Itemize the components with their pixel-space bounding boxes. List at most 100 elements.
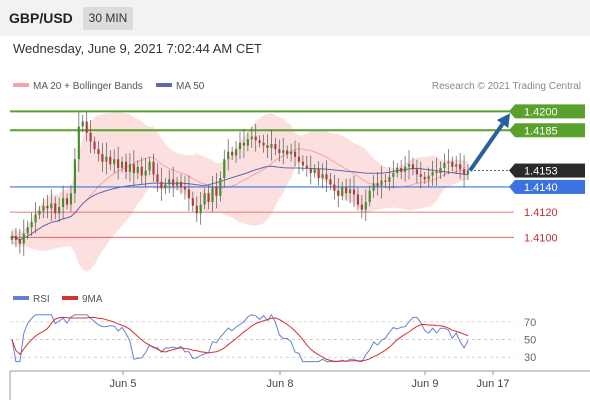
candle-body — [65, 198, 69, 205]
candle — [400, 159, 403, 180]
candle-body — [89, 132, 92, 142]
candle — [26, 220, 29, 240]
candle — [290, 143, 293, 162]
candle — [156, 163, 159, 192]
candle-body — [266, 145, 269, 148]
candle-body — [50, 203, 53, 209]
candle — [282, 137, 285, 165]
candle-body — [293, 151, 297, 157]
level-tag-1.4200 — [515, 104, 585, 119]
candle — [254, 123, 257, 152]
rsi-legend-label: RSI — [33, 294, 50, 305]
candle — [352, 175, 356, 208]
candle — [195, 196, 198, 222]
bollinger-fill — [12, 112, 468, 272]
ma50-line — [11, 165, 469, 241]
candle-body — [191, 198, 194, 206]
rsi-level-label: 70 — [524, 317, 536, 329]
candle-body — [124, 161, 128, 172]
candle — [266, 134, 269, 158]
candle-body — [396, 168, 399, 174]
candle-body — [258, 140, 261, 143]
candle-body — [179, 181, 183, 187]
candle — [215, 172, 218, 209]
credit-text: Research © 2021 Trading Central — [432, 81, 581, 92]
candle-body — [321, 174, 324, 179]
candle — [191, 191, 194, 212]
rsi-level-label: 30 — [524, 352, 536, 364]
candle — [356, 187, 360, 211]
level-tag-arrow — [509, 163, 515, 178]
candle-body — [282, 150, 285, 153]
timeframe-button[interactable]: 30 MIN — [83, 7, 133, 30]
candle — [368, 185, 371, 207]
rsi-ma-legend-label: 9MA — [82, 294, 103, 305]
candle — [81, 114, 84, 133]
candle-body — [352, 189, 356, 195]
candle-body — [313, 169, 316, 174]
candle — [203, 188, 206, 210]
candle-body — [451, 161, 454, 167]
candle-body — [223, 159, 226, 179]
candle-body — [164, 184, 167, 189]
level-tag-1.4140 — [515, 179, 585, 194]
candle — [172, 166, 175, 197]
candle-body — [274, 144, 277, 150]
moving-averages — [11, 148, 469, 241]
candle-body — [388, 176, 391, 182]
candle-body — [356, 194, 360, 205]
candle — [73, 148, 76, 204]
rsi-line — [11, 313, 469, 363]
candle-body — [54, 203, 57, 214]
candle — [443, 153, 446, 177]
candle — [250, 126, 253, 148]
candle-body — [73, 159, 76, 194]
price-labels: 1.4200 1.4185 1.4153 1.4140 1.4120 1.4100 — [509, 104, 585, 244]
candle — [360, 194, 363, 219]
candle — [179, 173, 183, 195]
candle-body — [62, 198, 65, 208]
candle-body — [325, 174, 328, 180]
candle — [187, 175, 190, 211]
candle — [234, 141, 238, 163]
candle-body — [297, 156, 301, 162]
rsi-legend-swatch — [13, 296, 29, 300]
candle-body — [250, 136, 253, 140]
candle — [372, 175, 375, 198]
candle — [238, 131, 242, 160]
candle — [128, 153, 132, 182]
candle — [459, 153, 462, 180]
candle-body — [337, 190, 340, 196]
candle — [419, 161, 422, 189]
candle-body — [380, 180, 383, 186]
candle-body — [423, 176, 426, 180]
candle-body — [407, 164, 411, 167]
candle — [348, 178, 352, 204]
candle — [435, 157, 438, 186]
candle — [46, 194, 49, 219]
candle — [97, 141, 100, 162]
candle — [407, 150, 411, 180]
candle-body — [69, 193, 73, 205]
candle — [274, 137, 277, 156]
level-label-1.4140: 1.4140 — [524, 182, 558, 194]
candle — [109, 150, 112, 171]
candle — [207, 185, 210, 210]
level-tag-1.4185 — [515, 123, 585, 138]
candle — [431, 160, 434, 186]
candle — [313, 164, 316, 178]
x-tick-label: Jun 9 — [412, 378, 439, 390]
candle-body — [329, 179, 332, 185]
candle-body — [26, 227, 29, 234]
trend-arrow — [468, 113, 510, 172]
candle-body — [384, 180, 387, 182]
candle-body — [411, 164, 415, 170]
candle — [144, 157, 147, 187]
candle-body — [254, 136, 257, 141]
candle-body — [187, 189, 190, 199]
candle — [105, 142, 108, 175]
candle-body — [93, 141, 96, 150]
candle — [120, 156, 124, 173]
candle — [384, 174, 387, 188]
